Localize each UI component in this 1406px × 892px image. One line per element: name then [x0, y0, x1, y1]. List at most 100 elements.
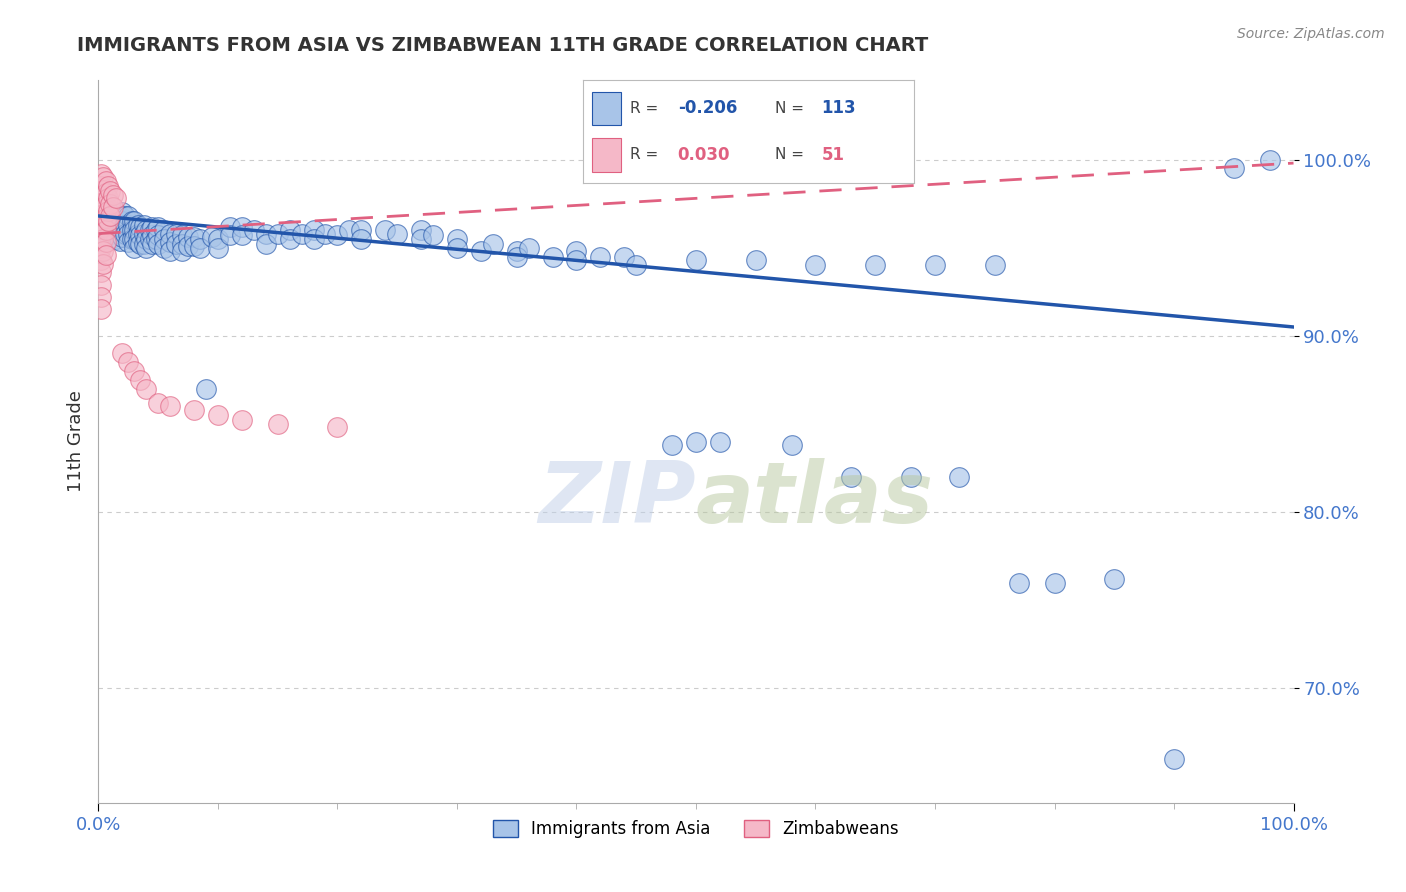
- Point: [98, 196, 122, 211]
- Point: [141, 228, 163, 243]
- Point: [780, 438, 803, 452]
- Text: 0.030: 0.030: [678, 145, 730, 163]
- Point: [254, 237, 277, 252]
- Point: [254, 227, 277, 241]
- Point: [127, 218, 149, 232]
- Text: 51: 51: [821, 145, 845, 163]
- Point: [685, 434, 707, 449]
- Point: [446, 241, 468, 255]
- Point: [201, 230, 224, 244]
- Point: [127, 227, 149, 241]
- Point: [183, 239, 205, 253]
- Point: [1043, 575, 1066, 590]
- Point: [124, 364, 146, 378]
- Point: [1163, 752, 1185, 766]
- Text: R =: R =: [630, 101, 658, 116]
- Text: Source: ZipAtlas.com: Source: ZipAtlas.com: [1237, 27, 1385, 41]
- Point: [506, 244, 529, 259]
- Point: [97, 191, 120, 205]
- Point: [159, 244, 181, 259]
- Point: [121, 223, 143, 237]
- Point: [291, 227, 314, 241]
- Point: [108, 209, 131, 223]
- Point: [132, 218, 155, 232]
- Point: [1223, 161, 1246, 176]
- Point: [91, 207, 114, 221]
- Point: [91, 194, 114, 209]
- Point: [565, 253, 588, 268]
- Point: [135, 241, 157, 255]
- Point: [127, 235, 149, 250]
- Point: [326, 228, 349, 243]
- Point: [101, 218, 124, 232]
- Point: [172, 237, 194, 252]
- Point: [411, 223, 433, 237]
- Point: [90, 265, 112, 279]
- Point: [1258, 153, 1281, 167]
- Point: [101, 187, 124, 202]
- Point: [101, 200, 124, 214]
- Point: [98, 184, 122, 198]
- Point: [98, 209, 122, 223]
- Point: [124, 223, 146, 237]
- Point: [90, 218, 112, 232]
- Point: [124, 232, 146, 246]
- Point: [139, 223, 162, 237]
- Point: [302, 232, 325, 246]
- Point: [101, 227, 124, 241]
- Point: [129, 219, 152, 234]
- Point: [153, 241, 176, 255]
- Point: [105, 191, 128, 205]
- Point: [90, 191, 112, 205]
- Point: [172, 228, 194, 243]
- Point: [111, 221, 134, 235]
- Point: [145, 232, 167, 246]
- Point: [302, 223, 325, 237]
- Point: [385, 227, 409, 241]
- Point: [219, 228, 242, 243]
- Point: [91, 219, 114, 234]
- Point: [141, 219, 163, 234]
- Point: [132, 227, 155, 241]
- Point: [111, 214, 134, 228]
- Point: [132, 237, 155, 252]
- Point: [1008, 575, 1031, 590]
- Point: [117, 218, 139, 232]
- Point: [105, 232, 128, 246]
- Point: [91, 244, 114, 259]
- Point: [159, 235, 181, 250]
- Point: [148, 237, 170, 252]
- Bar: [592, 92, 621, 126]
- Point: [94, 248, 117, 262]
- Point: [278, 223, 301, 237]
- Point: [278, 232, 301, 246]
- Point: [517, 241, 540, 255]
- Point: [96, 223, 118, 237]
- Point: [97, 214, 120, 228]
- Point: [315, 227, 337, 241]
- Point: [145, 223, 167, 237]
- Point: [165, 237, 187, 252]
- Point: [183, 402, 205, 417]
- Point: [613, 250, 636, 264]
- Point: [159, 399, 181, 413]
- Point: [148, 228, 170, 243]
- Point: [172, 244, 194, 259]
- Point: [470, 244, 492, 259]
- Point: [188, 241, 211, 255]
- Point: [117, 235, 139, 250]
- Point: [98, 218, 122, 232]
- Text: atlas: atlas: [696, 458, 934, 541]
- Point: [111, 205, 134, 219]
- Text: N =: N =: [775, 101, 804, 116]
- Point: [177, 239, 200, 253]
- Point: [94, 235, 117, 250]
- Point: [94, 198, 117, 212]
- Point: [339, 223, 361, 237]
- Point: [108, 227, 131, 241]
- Point: [98, 232, 122, 246]
- Point: [350, 232, 373, 246]
- Point: [374, 223, 396, 237]
- Point: [804, 258, 827, 272]
- Point: [422, 228, 444, 243]
